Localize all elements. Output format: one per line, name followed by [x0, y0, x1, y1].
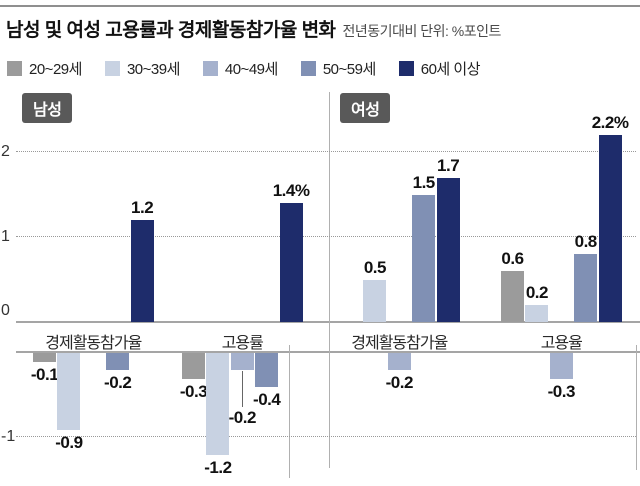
- bar-value-label: 0.8: [574, 232, 598, 251]
- bar: [230, 353, 254, 370]
- legend-swatch: [202, 61, 218, 76]
- category-label: 고용율: [540, 335, 583, 352]
- legend-swatch: [398, 61, 414, 76]
- bar: [206, 353, 230, 455]
- bar: [412, 194, 436, 322]
- label-leader-line: [242, 371, 244, 407]
- bar: [387, 353, 411, 370]
- bar-value-label: 0.2: [525, 283, 549, 302]
- legend-swatch: [7, 61, 22, 76]
- legend-swatch: [104, 61, 120, 76]
- bar: [279, 203, 303, 322]
- negative-axis-line: [16, 351, 640, 353]
- category-label: 고용률: [221, 335, 264, 352]
- bar: [182, 353, 205, 379]
- legend: 20~29세 30~39세 40~49세 50~59세 60세 이상: [7, 58, 481, 79]
- bar-value-label: -0.3: [547, 381, 576, 401]
- bar: [574, 254, 598, 322]
- y-tick-label: -1: [1, 428, 16, 445]
- gridline: [16, 151, 636, 152]
- bar: [598, 135, 622, 322]
- bar-value-label: 0.5: [363, 257, 387, 277]
- bar-value-label: -1.2: [204, 458, 232, 477]
- bar: [106, 353, 130, 370]
- gridline: [16, 436, 636, 437]
- bar: [130, 220, 154, 322]
- legend-label: 20~29세: [29, 61, 82, 78]
- gridline: [16, 236, 636, 237]
- bar-value-label: 1.4%: [272, 181, 310, 200]
- bar-value-label: 2.2%: [591, 113, 629, 132]
- bar-value-label: 0.6: [501, 249, 524, 268]
- legend-item: 30~39세: [104, 58, 180, 79]
- bar-value-label: -0.4: [253, 390, 281, 409]
- legend-label: 30~39세: [126, 61, 180, 78]
- y-tick-label: 2: [1, 143, 10, 160]
- category-label: 경제활동참가율: [351, 335, 448, 352]
- bar: [525, 305, 549, 322]
- legend-item: 40~49세: [202, 58, 278, 79]
- bar-value-label: -0.2: [104, 373, 132, 392]
- panel-label-male: 남성: [22, 93, 73, 123]
- bar-value-label: 1.2: [131, 198, 154, 217]
- bar: [436, 177, 460, 322]
- header: 남성 및 여성 고용률과 경제활동참가율 변화 전년동기대비 단위: %포인트: [6, 15, 636, 42]
- bar-value-label: -0.3: [179, 381, 208, 401]
- bar: [57, 353, 81, 430]
- legend-item: 20~29세: [7, 58, 82, 79]
- legend-item: 50~59세: [300, 58, 376, 79]
- bar: [363, 279, 387, 322]
- bar: [501, 271, 524, 322]
- bar-value-label: -0.2: [228, 408, 257, 427]
- legend-item: 60세 이상: [398, 58, 481, 79]
- legend-label: 40~49세: [224, 61, 278, 78]
- bar-value-label: -0.9: [55, 432, 83, 452]
- zero-axis-line: [16, 321, 640, 323]
- bar: [255, 353, 279, 387]
- y-tick-label: 1: [1, 228, 10, 245]
- category-label: 경제활동참가율: [45, 335, 142, 352]
- panel-label-female: 여성: [340, 93, 391, 123]
- page-subtitle: 전년동기대비 단위: %포인트: [342, 23, 502, 39]
- panel-divider-line: [329, 92, 330, 468]
- bar: [549, 353, 573, 379]
- page-title: 남성 및 여성 고용률과 경제활동참가율 변화: [6, 20, 336, 41]
- legend-swatch: [300, 61, 316, 76]
- panel-right-border-female: [636, 345, 637, 470]
- panel-right-border-male: [289, 345, 290, 478]
- legend-label: 60세 이상: [420, 61, 481, 78]
- bar-value-label: 1.5: [412, 172, 436, 192]
- bar: [33, 353, 56, 362]
- bar-value-label: 1.7: [437, 155, 460, 175]
- top-rule: [0, 5, 640, 7]
- bar-value-label: -0.2: [385, 373, 414, 392]
- y-tick-label: 0: [1, 302, 10, 319]
- legend-label: 50~59세: [322, 61, 376, 78]
- bar-value-label: -0.1: [30, 364, 59, 384]
